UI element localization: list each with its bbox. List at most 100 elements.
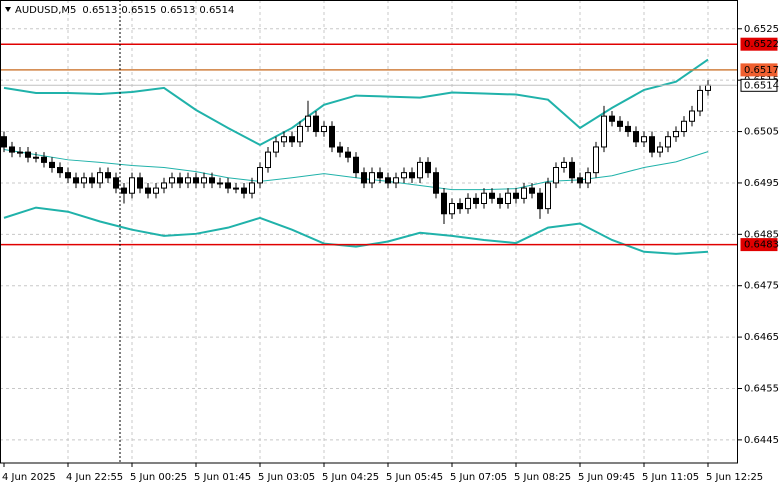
x-tick-label: 5 Jun 07:05 xyxy=(450,472,507,483)
y-tick-label: 0.6505 xyxy=(744,127,779,138)
candle-body xyxy=(201,177,207,184)
candle-body xyxy=(369,172,375,184)
level-label-box xyxy=(740,63,778,77)
candle-body xyxy=(409,172,415,179)
candle-body xyxy=(673,131,679,138)
candle-body xyxy=(681,120,687,133)
candle-body xyxy=(513,192,519,199)
candle-body xyxy=(25,151,31,158)
candle-body xyxy=(609,115,615,122)
y-tick-label: 0.6445 xyxy=(744,435,779,446)
candle-body xyxy=(121,187,127,194)
candle-body xyxy=(41,156,47,163)
candle-body xyxy=(657,146,663,153)
candle-body xyxy=(537,192,543,210)
candle-body xyxy=(625,125,631,133)
candle-body xyxy=(1,136,7,148)
x-tick-label: 5 Jun 00:25 xyxy=(130,472,187,483)
menu-arrow[interactable] xyxy=(5,7,11,12)
candle-body xyxy=(257,167,263,184)
x-tick-label: 5 Jun 12:25 xyxy=(706,472,763,483)
candle-body xyxy=(177,177,183,184)
candle-body xyxy=(385,177,391,184)
candle-body xyxy=(89,177,95,184)
candle-body xyxy=(617,120,623,127)
candle-body xyxy=(585,172,591,184)
y-tick-label: 0.6495 xyxy=(744,178,779,189)
symbol: AUDUSD,M5 xyxy=(15,5,76,16)
candle-body xyxy=(73,177,79,184)
candle-body xyxy=(649,136,655,153)
header: AUDUSD,M5 0.6513 0.6515 0.6513 0.6514 xyxy=(15,5,234,16)
level-label: 0.6514 xyxy=(744,80,779,91)
candle-body xyxy=(233,187,239,190)
candle-body xyxy=(49,161,55,169)
band-line xyxy=(3,58,709,147)
candle-body xyxy=(97,172,103,184)
candle-body xyxy=(433,172,439,194)
candle-body xyxy=(321,125,327,133)
candle-body xyxy=(17,151,23,154)
x-tick-label: 5 Jun 08:25 xyxy=(514,472,571,483)
candle-body xyxy=(105,172,111,179)
y-tick-label: 0.6475 xyxy=(744,281,779,292)
candle-body xyxy=(313,115,319,133)
candle-body xyxy=(401,172,407,179)
plot-border xyxy=(0,0,738,464)
candle-body xyxy=(457,202,463,210)
candle-body xyxy=(281,136,287,143)
level-label: 0.6522 xyxy=(744,39,779,50)
level-label-box xyxy=(740,78,778,92)
candle-body xyxy=(225,182,231,189)
candle-body xyxy=(169,177,175,184)
candle-body xyxy=(449,202,455,215)
candle-body xyxy=(273,141,279,153)
header-high: 0.6515 xyxy=(121,5,156,16)
candle-body xyxy=(425,161,431,174)
candle-body xyxy=(441,192,447,215)
x-tick-label: 5 Jun 04:25 xyxy=(322,472,379,483)
candle-body xyxy=(193,177,199,184)
candle-body xyxy=(9,146,15,153)
candle-body xyxy=(569,161,575,179)
candle-body xyxy=(577,177,583,184)
candle-body xyxy=(521,187,527,199)
candle-body xyxy=(505,192,511,204)
candle-body xyxy=(353,156,359,174)
level-label: 0.6517 xyxy=(744,65,779,76)
candle-body xyxy=(697,89,703,112)
candle-body xyxy=(337,146,343,153)
x-tick-label: 5 Jun 11:05 xyxy=(642,472,699,483)
candle-body xyxy=(601,115,607,148)
x-tick-label: 5 Jun 03:05 xyxy=(258,472,315,483)
x-tick-label: 5 Jun 09:45 xyxy=(578,472,635,483)
grid xyxy=(0,0,738,463)
level-label: 0.6483 xyxy=(744,240,779,251)
x-tick-label: 4 Jun 2025 xyxy=(2,472,56,483)
header-close: 0.6514 xyxy=(199,5,234,16)
candle-body xyxy=(297,125,303,143)
candle-body xyxy=(161,182,167,189)
level-label-box xyxy=(740,37,778,51)
header-open: 0.6513 xyxy=(82,5,117,16)
candle-body xyxy=(497,197,503,204)
candle-body xyxy=(217,182,223,185)
y-tick-label: 0.6465 xyxy=(744,332,779,343)
candle-body xyxy=(665,136,671,148)
candle-body xyxy=(129,177,135,194)
candle-body xyxy=(137,177,143,189)
candle-body xyxy=(545,182,551,210)
candle-body xyxy=(705,84,711,91)
candle-body xyxy=(465,197,471,210)
candle-body xyxy=(633,131,639,143)
x-tick-label: 5 Jun 05:45 xyxy=(386,472,443,483)
candle-body xyxy=(689,110,695,122)
candle-body xyxy=(305,115,311,127)
candle-body xyxy=(185,177,191,184)
band-line xyxy=(3,206,709,255)
levels xyxy=(0,43,738,246)
candle-body xyxy=(481,192,487,204)
candle-body xyxy=(641,136,647,143)
candle-body xyxy=(33,156,39,159)
candle-body xyxy=(329,125,335,148)
